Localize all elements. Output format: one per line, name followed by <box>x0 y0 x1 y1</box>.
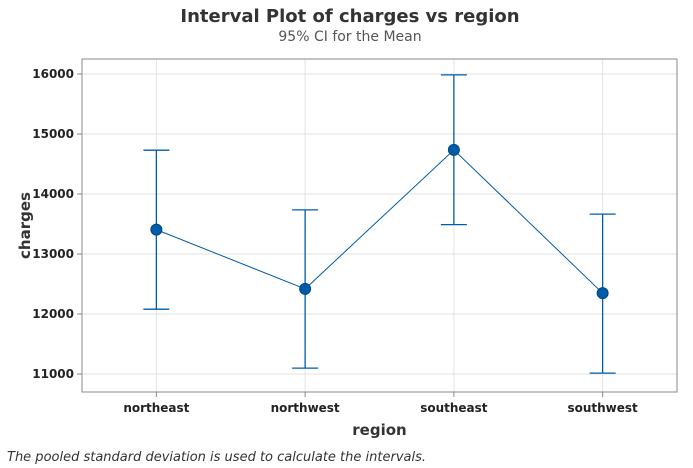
plot-frame <box>81 58 678 393</box>
mean-point-southwest <box>596 287 609 300</box>
x-tick-label: southwest <box>567 401 638 415</box>
y-tick-label: 16000 <box>32 67 74 81</box>
x-tick-label: northwest <box>271 401 340 415</box>
y-tick-label: 13000 <box>32 247 74 261</box>
mean-point-northeast <box>150 223 163 236</box>
grid-lines <box>82 59 677 392</box>
y-tick-label: 12000 <box>32 307 74 321</box>
chart-title: Interval Plot of charges vs region <box>180 6 520 27</box>
data-series <box>143 74 616 374</box>
mean-point-northwest <box>299 282 312 295</box>
chart-subtitle: 95% CI for the Mean <box>278 29 422 45</box>
x-tick-label: northeast <box>123 401 189 415</box>
mean-connect-line <box>156 149 603 294</box>
y-tick-label: 11000 <box>32 367 74 381</box>
y-axis-title: charges <box>16 192 34 259</box>
y-tick-label: 15000 <box>32 127 74 141</box>
x-axis-ticks: northeast northwest southeast southwest <box>123 392 638 415</box>
y-axis-ticks: 11000 12000 13000 14000 15000 16000 <box>32 67 82 381</box>
y-tick-label: 14000 <box>32 187 74 201</box>
interval-plot: 11000 12000 13000 14000 15000 16000 northeast… <box>16 58 678 439</box>
footnote: The pooled standard deviation is used to… <box>7 450 426 465</box>
x-tick-label: southeast <box>420 401 488 415</box>
mean-point-southeast <box>447 143 460 156</box>
x-axis-title: region <box>352 421 406 439</box>
